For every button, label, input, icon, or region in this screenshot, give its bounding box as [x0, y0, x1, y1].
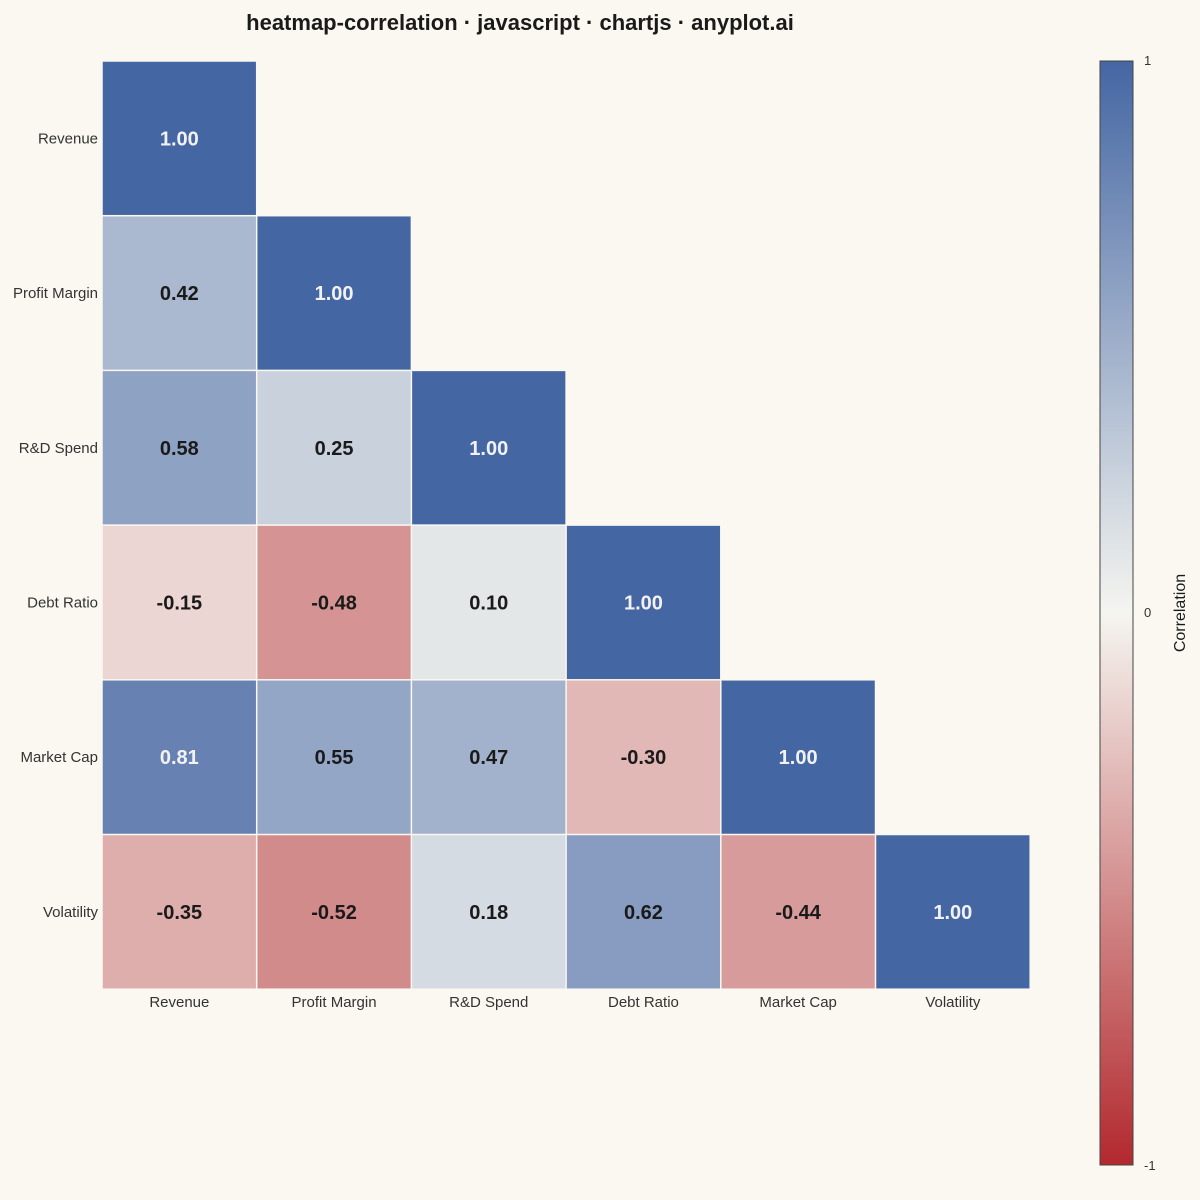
heatmap-cell-value: 0.25 [315, 438, 354, 460]
heatmap-cell-value: 1.00 [160, 128, 199, 150]
heatmap-cell [721, 680, 875, 834]
y-tick-label: Debt Ratio [27, 594, 98, 611]
heatmap-cell [876, 835, 1030, 989]
heatmap-cell [412, 525, 566, 680]
heatmap-cell-value: 0.47 [469, 747, 508, 769]
heatmap-cell-value: -0.35 [157, 902, 203, 924]
colorbar-tick-top: 1 [1144, 53, 1151, 68]
x-tick-label: R&D Spend [449, 994, 528, 1011]
heatmap-cell [412, 835, 566, 989]
heatmap-cell [102, 371, 256, 525]
x-tick-label: Profit Margin [292, 994, 377, 1011]
y-tick-label: Market Cap [20, 749, 98, 766]
heatmap-cell-value: 0.81 [160, 747, 199, 769]
heatmap-cell [102, 525, 256, 680]
heatmap-cell [257, 680, 411, 834]
x-tick-label: Revenue [149, 994, 209, 1011]
heatmap-cell [566, 525, 721, 680]
y-tick-label: Revenue [38, 130, 98, 147]
colorbar-tick-bottom: -1 [1144, 1158, 1156, 1173]
heatmap-cell [257, 371, 411, 525]
heatmap-cell-value: -0.30 [621, 747, 667, 769]
heatmap-cells: 1.00 0.42 1.00 0.58 0.25 1.00 -0.15 -0.48 0.10 1.… [102, 61, 1030, 989]
heatmap-cell [721, 835, 875, 989]
heatmap-cell [257, 525, 411, 680]
heatmap-cell-value: 1.00 [933, 902, 972, 924]
chart-title: heatmap-correlation · javascript · chart… [246, 10, 794, 35]
colorbar-gradient [1099, 60, 1134, 1166]
x-tick-label: Market Cap [759, 994, 837, 1011]
x-axis-labels: Revenue Profit Margin R&D Spend Debt Ratio M… [149, 994, 981, 1011]
heatmap-cell [412, 680, 566, 834]
colorbar-title: Correlation [1172, 574, 1189, 652]
heatmap-cell [257, 216, 411, 370]
heatmap-cell [102, 680, 256, 834]
x-tick-label: Volatility [925, 994, 981, 1011]
heatmap-cell-value: 1.00 [469, 438, 508, 460]
y-tick-label: Volatility [43, 904, 99, 921]
heatmap-cell-value: 0.55 [315, 747, 354, 769]
heatmap-cell [102, 835, 256, 989]
heatmap-cell-value: 1.00 [315, 283, 354, 305]
heatmap-cell-value: 0.42 [160, 283, 199, 305]
heatmap-cell-value: -0.52 [311, 902, 357, 924]
heatmap-cell-value: -0.44 [775, 902, 821, 924]
x-tick-label: Debt Ratio [608, 994, 679, 1011]
y-tick-label: R&D Spend [19, 440, 98, 457]
heatmap-cell-value: 0.58 [160, 438, 199, 460]
heatmap-cell-value: 0.18 [469, 902, 508, 924]
heatmap-cell-value: 0.62 [624, 902, 663, 924]
heatmap-cell [566, 835, 721, 989]
heatmap-cell-value: 0.10 [469, 592, 508, 614]
y-tick-label: Profit Margin [13, 285, 98, 302]
colorbar-tick-mid: 0 [1144, 605, 1151, 620]
heatmap-cell [102, 216, 256, 370]
heatmap-cell-value: 1.00 [779, 747, 818, 769]
heatmap-cell [102, 61, 256, 215]
heatmap-cell-value: 1.00 [624, 592, 663, 614]
colorbar: 1 0 -1 Correlation [1099, 53, 1189, 1173]
heatmap-cell [257, 835, 411, 989]
heatmap-cell-value: -0.15 [157, 592, 203, 614]
heatmap-cell [412, 371, 566, 525]
y-axis-labels: Revenue Profit Margin R&D Spend Debt Ratio M… [13, 130, 99, 921]
heatmap-cell-value: -0.48 [311, 592, 357, 614]
heatmap-cell [566, 680, 721, 834]
